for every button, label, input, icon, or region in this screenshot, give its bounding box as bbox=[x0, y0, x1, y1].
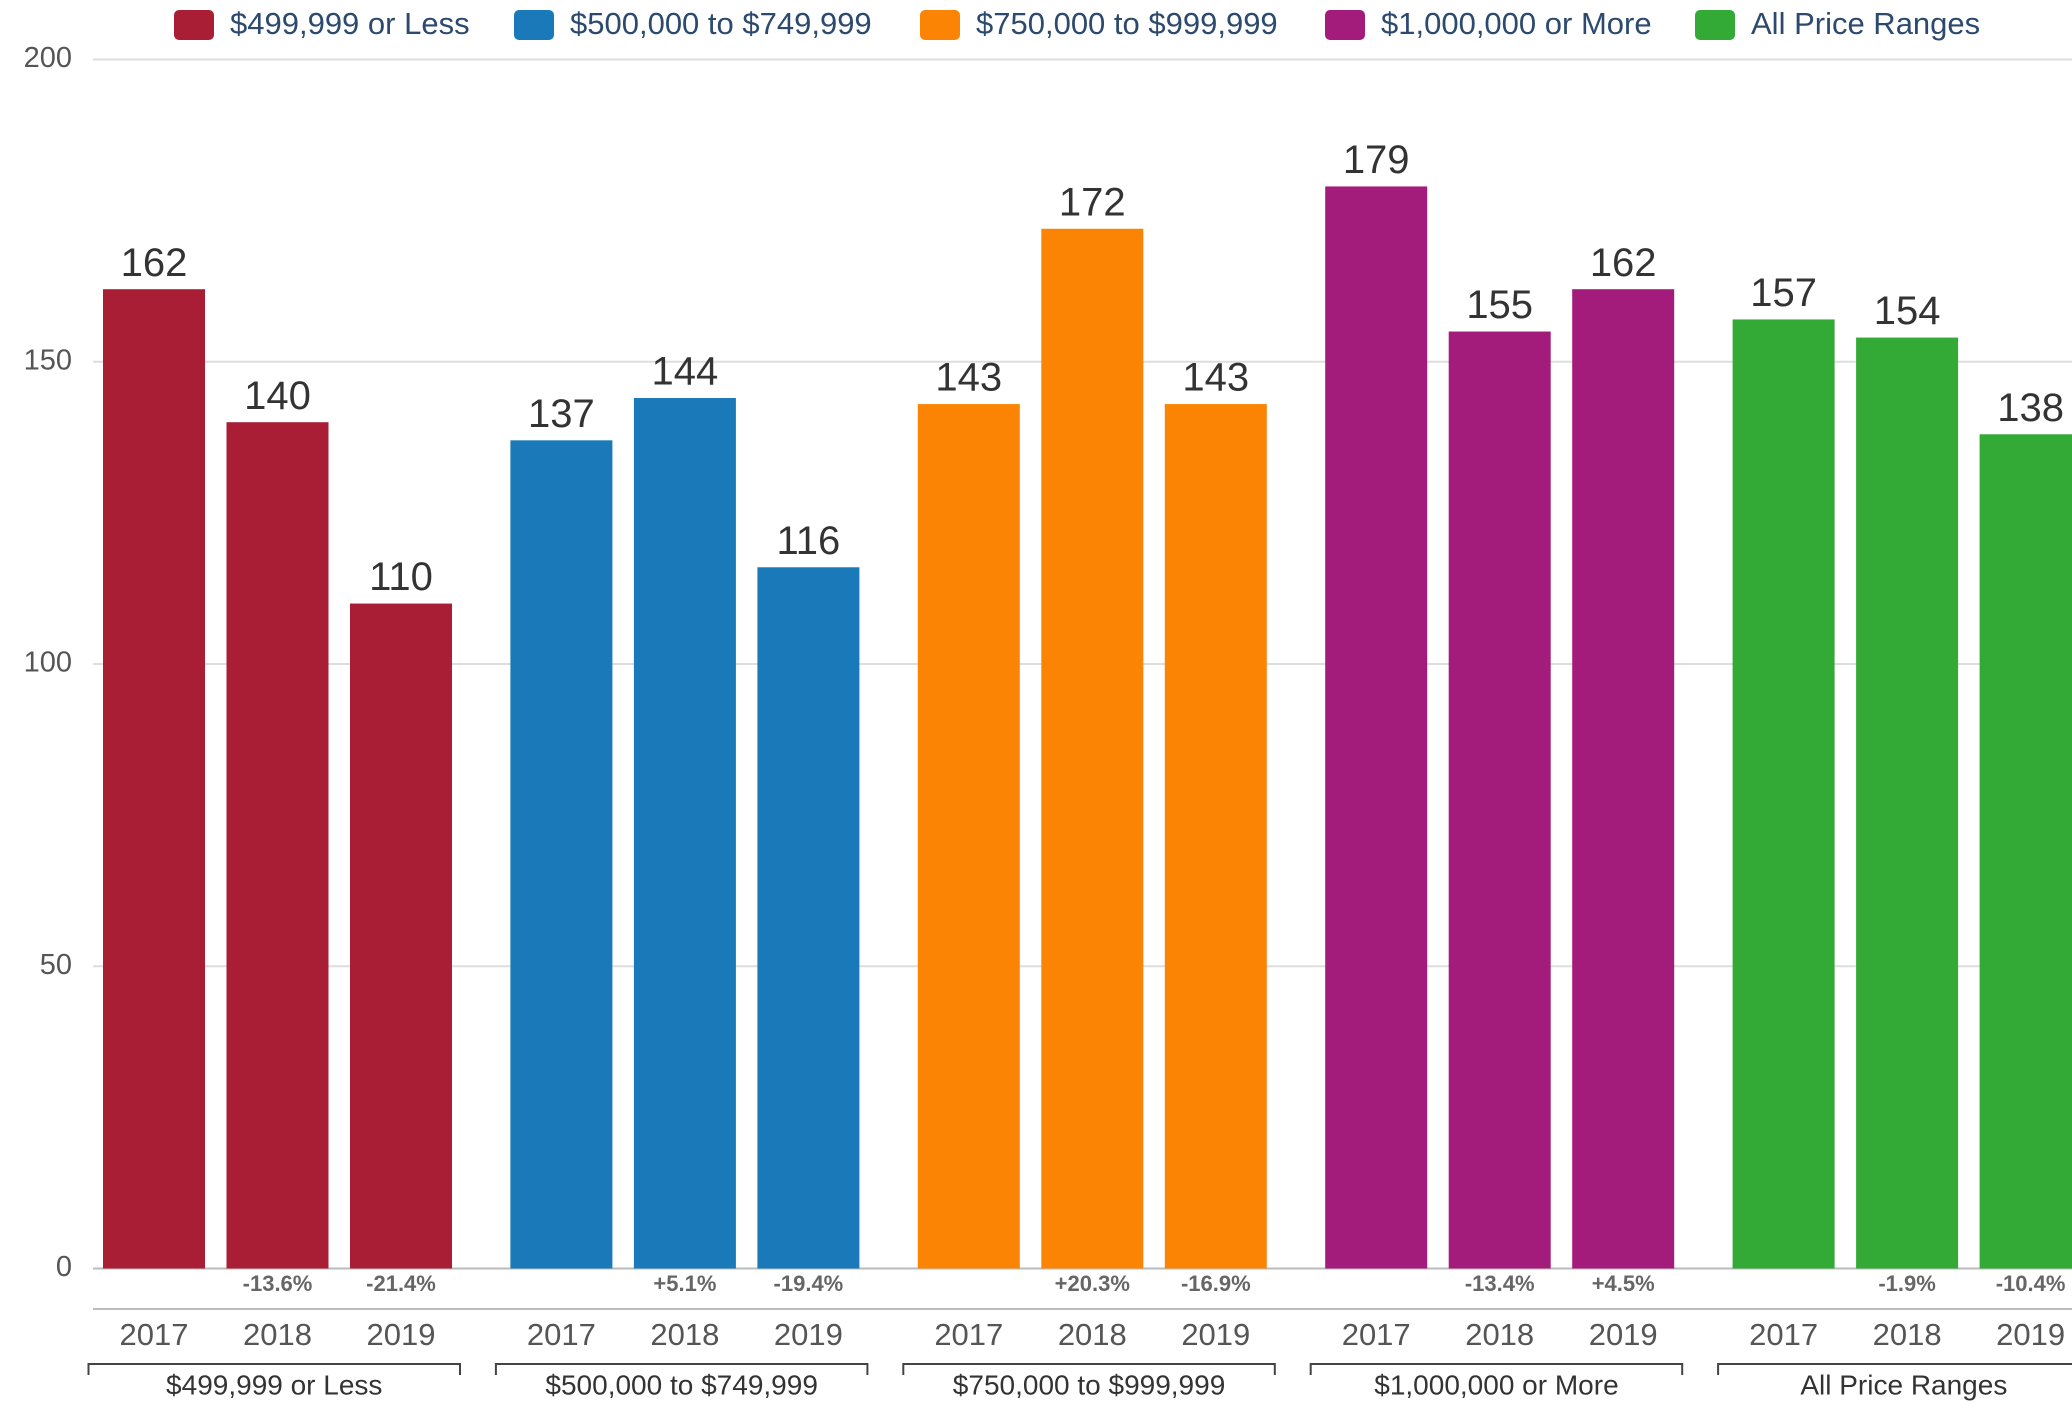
value-label: 157 bbox=[1750, 271, 1817, 315]
change-label: -13.6% bbox=[243, 1271, 313, 1296]
change-label: -1.9% bbox=[1878, 1271, 1935, 1296]
group-label: $499,999 or Less bbox=[166, 1369, 382, 1400]
legend-label: All Price Ranges bbox=[1751, 6, 1980, 41]
group-label: $500,000 to $749,999 bbox=[545, 1369, 817, 1400]
group-label: All Price Ranges bbox=[1800, 1369, 2007, 1400]
change-label: +4.5% bbox=[1592, 1271, 1655, 1296]
group-bracket bbox=[1717, 1363, 2072, 1375]
bar bbox=[757, 567, 860, 1269]
bar bbox=[1856, 337, 1959, 1269]
value-label: 116 bbox=[777, 519, 841, 563]
x-tick-label: 2018 bbox=[650, 1317, 719, 1352]
change-label: -13.4% bbox=[1465, 1271, 1535, 1296]
legend-label: $750,000 to $999,999 bbox=[976, 6, 1278, 41]
x-tick-label: 2019 bbox=[367, 1317, 436, 1352]
bar bbox=[1164, 404, 1267, 1269]
x-tick-label: 2018 bbox=[243, 1317, 312, 1352]
x-tick-label: 2018 bbox=[1058, 1317, 1127, 1352]
change-label: -10.4% bbox=[1996, 1271, 2066, 1296]
group-bracket bbox=[902, 1363, 1276, 1375]
change-label: -16.9% bbox=[1181, 1271, 1251, 1296]
bar bbox=[510, 440, 613, 1269]
y-tick-label: 200 bbox=[24, 42, 72, 74]
x-tick-label: 2018 bbox=[1465, 1317, 1534, 1352]
value-label: 140 bbox=[244, 374, 311, 418]
bar bbox=[226, 422, 329, 1269]
change-label: +5.1% bbox=[653, 1271, 716, 1296]
legend-label: $499,999 or Less bbox=[230, 6, 470, 41]
bar bbox=[1979, 434, 2072, 1269]
legend-label: $500,000 to $749,999 bbox=[570, 6, 872, 41]
value-label: 143 bbox=[1182, 356, 1249, 400]
change-label: -19.4% bbox=[774, 1271, 844, 1296]
y-tick-label: 0 bbox=[56, 1251, 72, 1283]
legend-swatch bbox=[920, 10, 960, 40]
y-tick-label: 150 bbox=[24, 344, 72, 376]
x-tick-label: 2019 bbox=[1181, 1317, 1250, 1352]
bar bbox=[103, 289, 205, 1269]
legend-swatch bbox=[1325, 10, 1365, 40]
bar bbox=[1572, 289, 1675, 1269]
legend-swatch bbox=[1695, 10, 1735, 40]
x-tick-label: 2019 bbox=[1589, 1317, 1658, 1352]
group-bracket bbox=[87, 1363, 461, 1375]
legend-label: $1,000,000 or More bbox=[1381, 6, 1652, 41]
x-tick-label: 2019 bbox=[774, 1317, 843, 1352]
x-tick-label: 2017 bbox=[120, 1317, 189, 1352]
bar bbox=[1325, 186, 1428, 1269]
x-tick-label: 2018 bbox=[1873, 1317, 1942, 1352]
x-tick-label: 2017 bbox=[1342, 1317, 1411, 1352]
y-tick-label: 50 bbox=[40, 949, 72, 981]
value-label: 162 bbox=[1590, 241, 1657, 285]
group-label: $1,000,000 or More bbox=[1374, 1369, 1618, 1400]
group-bracket bbox=[1309, 1363, 1684, 1375]
x-tick-label: 2017 bbox=[1749, 1317, 1818, 1352]
value-label: 162 bbox=[121, 241, 188, 285]
value-label: 154 bbox=[1874, 289, 1941, 333]
legend-swatch bbox=[174, 10, 214, 40]
bar bbox=[1448, 331, 1551, 1269]
value-label: 155 bbox=[1466, 283, 1533, 327]
value-label: 138 bbox=[1997, 386, 2064, 430]
x-tick-label: 2017 bbox=[527, 1317, 596, 1352]
group-bracket bbox=[494, 1363, 869, 1375]
bar bbox=[633, 398, 736, 1269]
value-label: 110 bbox=[369, 555, 433, 599]
value-label: 144 bbox=[652, 350, 719, 394]
change-label: +20.3% bbox=[1055, 1271, 1130, 1296]
group-label: $750,000 to $999,999 bbox=[953, 1369, 1225, 1400]
bar bbox=[1732, 319, 1835, 1269]
value-label: 179 bbox=[1343, 138, 1410, 182]
value-label: 137 bbox=[528, 392, 595, 436]
bar bbox=[350, 603, 452, 1269]
change-label: -21.4% bbox=[366, 1271, 436, 1296]
bar bbox=[917, 404, 1020, 1269]
value-label: 172 bbox=[1059, 180, 1126, 224]
x-tick-label: 2017 bbox=[934, 1317, 1003, 1352]
bar bbox=[1041, 228, 1144, 1269]
legend-swatch bbox=[514, 10, 554, 40]
x-tick-label: 2019 bbox=[1996, 1317, 2065, 1352]
value-label: 143 bbox=[935, 356, 1002, 400]
y-tick-label: 100 bbox=[24, 647, 72, 679]
